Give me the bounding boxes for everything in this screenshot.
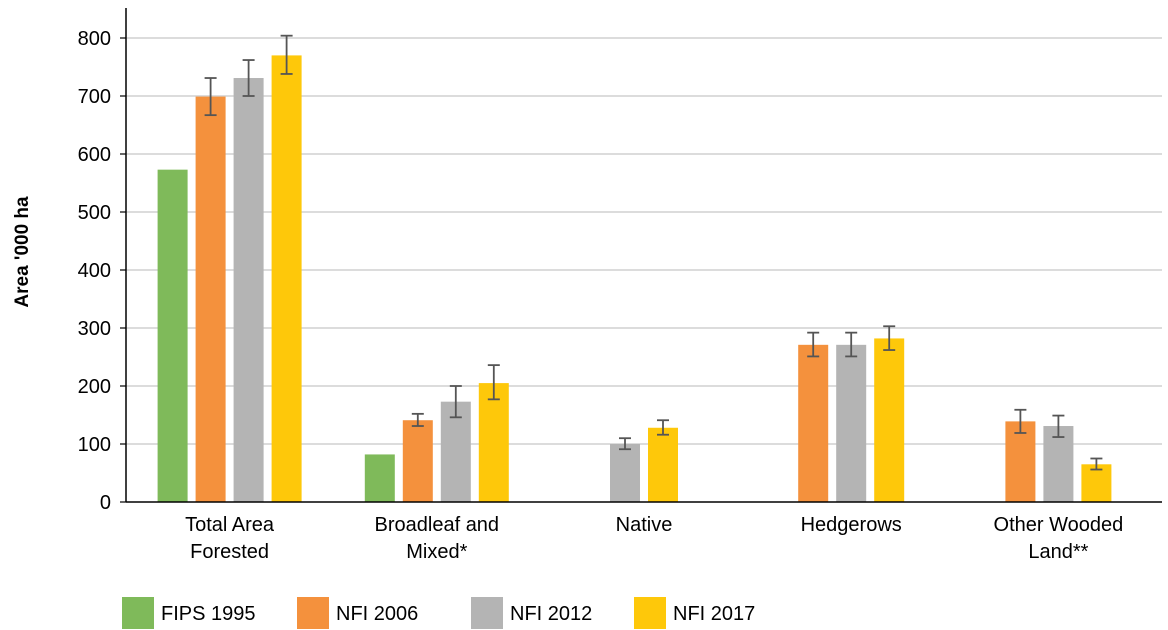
category-label: Other Wooded	[994, 514, 1124, 536]
bar	[648, 427, 678, 502]
y-tick-label: 600	[78, 144, 111, 166]
bar	[157, 169, 188, 502]
y-tick-label: 700	[78, 86, 111, 108]
y-tick-label: 800	[78, 28, 111, 50]
bar	[1043, 426, 1074, 502]
legend-swatch	[471, 597, 503, 629]
legend-swatch	[122, 597, 154, 629]
bar	[364, 454, 395, 502]
legend-label: FIPS 1995	[161, 603, 256, 625]
bar	[440, 401, 471, 502]
category-label: Hedgerows	[801, 514, 902, 536]
legend-swatch	[297, 597, 329, 629]
category-labels: Total Area Forested Broadleaf and Mixed* Nat…	[185, 514, 1123, 563]
legend-label: NFI 2006	[336, 603, 418, 625]
y-tick-label: 100	[78, 434, 111, 456]
bars	[157, 55, 1112, 503]
legend: FIPS 1995 NFI 2006 NFI 2012 NFI 2017	[122, 597, 755, 629]
bar	[1081, 464, 1112, 502]
legend-swatch	[634, 597, 666, 629]
category-label: Land**	[1028, 541, 1088, 563]
y-tick-label: 300	[78, 318, 111, 340]
y-tick-label: 500	[78, 202, 111, 224]
bar	[402, 420, 433, 502]
y-tick-label: 200	[78, 376, 111, 398]
category-label: Total Area	[185, 514, 275, 536]
bar	[195, 96, 226, 502]
category-label: Broadleaf and	[375, 514, 500, 536]
bar	[1005, 421, 1036, 502]
y-tick-label: 0	[100, 492, 111, 514]
bar	[798, 344, 829, 502]
category-label: Forested	[190, 541, 269, 563]
bar	[271, 55, 302, 503]
bar	[874, 338, 905, 502]
bar	[233, 78, 264, 503]
y-tick-label: 400	[78, 260, 111, 282]
error-bars	[204, 34, 1103, 471]
category-label: Mixed*	[406, 541, 467, 563]
y-axis-ticks: 0 100 200 300 400 500 600 700 800	[78, 28, 126, 514]
bar	[836, 344, 867, 502]
bar	[610, 444, 640, 502]
category-label: Native	[616, 514, 673, 536]
y-axis-label: Area '000 ha	[12, 196, 33, 308]
legend-label: NFI 2012	[510, 603, 592, 625]
legend-label: NFI 2017	[673, 603, 755, 625]
bar	[478, 383, 509, 502]
axes	[125, 8, 1162, 503]
